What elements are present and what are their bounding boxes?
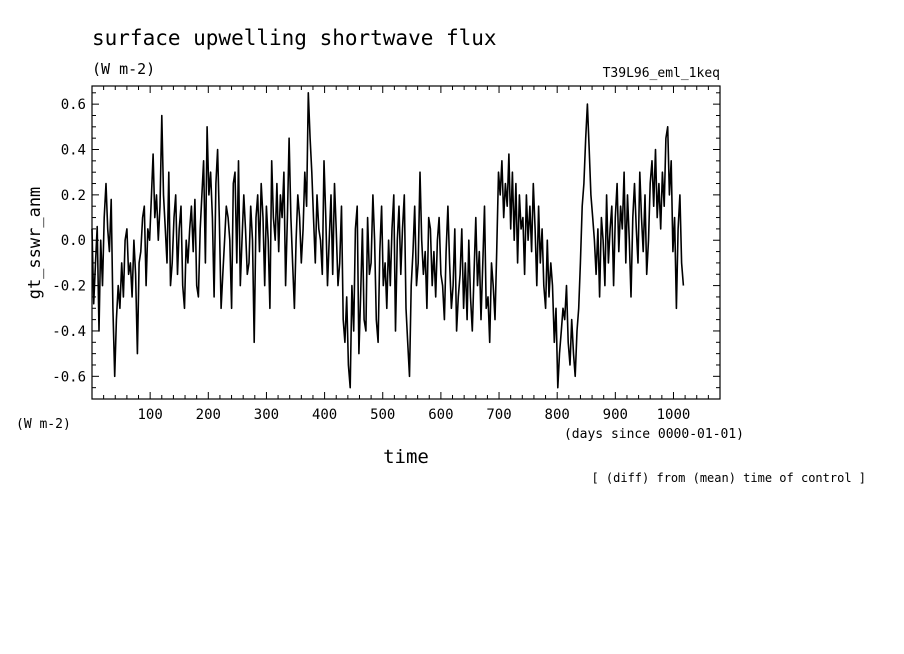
y-tick-label: -0.4 [52,324,86,340]
chart-title: surface upwelling shortwave flux [92,26,497,50]
x-axis-label: time [383,446,429,468]
x-tick-label: 500 [370,407,395,423]
y-tick-label: 0.0 [61,233,86,249]
x-tick-label: 800 [545,407,570,423]
y-tick-label: -0.2 [52,279,86,295]
y-tick-label: 0.2 [61,188,86,204]
x-tick-label: 200 [196,407,221,423]
y-tick-label: 0.4 [61,143,86,159]
y-axis-label: gt_sswr_anm [25,187,45,300]
y-tick-label: -0.6 [52,369,86,385]
x-tick-label: 100 [137,407,162,423]
title-units: (W m-2) [92,60,155,78]
y-axis: -0.6 -0.4 -0.2 0.0 0.2 0.4 0.6 [52,92,720,389]
experiment-label: T39L96_eml_1keq [603,66,720,81]
x-tick-label: 700 [486,407,511,423]
data-series-line [91,92,685,389]
x-tick-label: 600 [428,407,453,423]
x-tick-label: 900 [603,407,628,423]
y-tick-label: 0.6 [61,97,86,113]
x-axis-units: (days since 0000-01-01) [564,427,744,442]
x-tick-label: 400 [312,407,337,423]
x-tick-label: 1000 [657,407,691,423]
y-axis-units: (W m-2) [16,417,71,432]
footnote: [ (diff) from (mean) time of control ] [591,471,866,485]
x-tick-label: 300 [254,407,279,423]
x-axis: 100 200 300 400 500 600 700 800 900 1000 [103,86,721,423]
